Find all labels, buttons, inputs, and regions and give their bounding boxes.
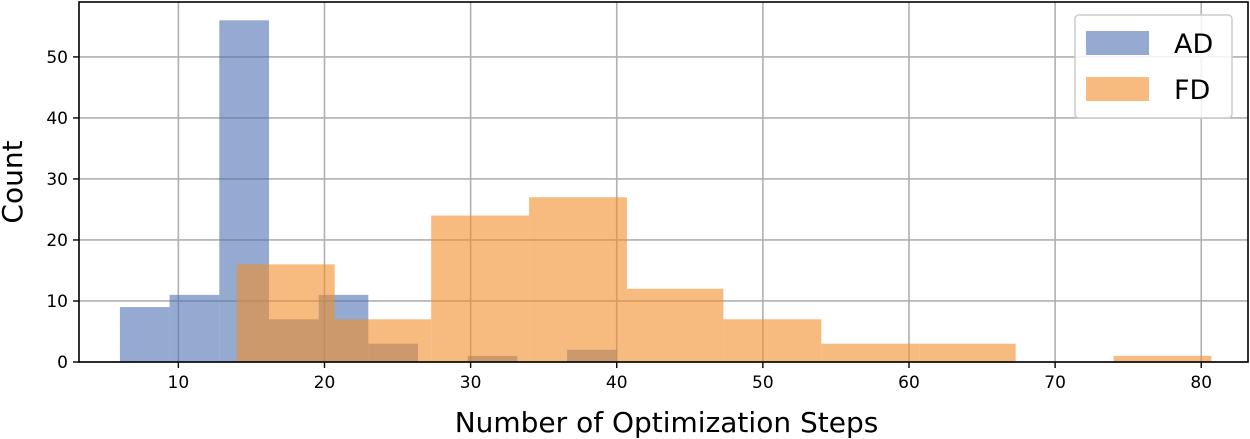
y-tick-label: 0 bbox=[57, 353, 68, 373]
bar-ad bbox=[119, 307, 170, 362]
bar-fd bbox=[723, 319, 822, 362]
bars bbox=[119, 20, 1212, 362]
bar-fd bbox=[334, 319, 432, 362]
plot-frame bbox=[78, 1, 1249, 363]
bar-fd bbox=[821, 343, 920, 362]
x-tick-label: 30 bbox=[460, 373, 482, 393]
x-tick-label: 70 bbox=[1044, 373, 1066, 393]
legend-swatch-fd bbox=[1086, 77, 1149, 101]
y-axis-label: Count bbox=[0, 140, 29, 223]
x-axis-label: Number of Optimization Steps bbox=[455, 406, 879, 439]
y-tick-label: 20 bbox=[46, 231, 68, 251]
legend: AD FD bbox=[1074, 14, 1233, 119]
y-tick-label: 50 bbox=[46, 48, 68, 68]
bar-fd bbox=[529, 197, 627, 362]
bar-fd bbox=[626, 288, 724, 362]
legend-label-fd: FD bbox=[1174, 75, 1210, 106]
bar-fd bbox=[1113, 355, 1212, 362]
x-tick-label: 50 bbox=[752, 373, 774, 393]
bar-fd bbox=[919, 343, 1016, 362]
y-tick-label: 10 bbox=[46, 292, 68, 312]
axis-ticks: 10 20 30 40 50 60 70 80 0 10 20 30 40 50 bbox=[46, 48, 1212, 393]
legend-label-ad: AD bbox=[1174, 29, 1213, 60]
x-tick-label: 80 bbox=[1190, 373, 1212, 393]
y-tick-label: 40 bbox=[46, 109, 68, 129]
bar-fd bbox=[236, 264, 335, 362]
x-tick-label: 40 bbox=[606, 373, 628, 393]
x-tick-label: 60 bbox=[898, 373, 920, 393]
y-tick-label: 30 bbox=[46, 170, 68, 190]
grid bbox=[79, 2, 1248, 363]
legend-swatch-ad bbox=[1086, 31, 1149, 55]
x-tick-label: 20 bbox=[314, 373, 336, 393]
bar-fd bbox=[431, 215, 530, 362]
x-tick-label: 10 bbox=[168, 373, 190, 393]
bar-ad bbox=[169, 294, 220, 362]
